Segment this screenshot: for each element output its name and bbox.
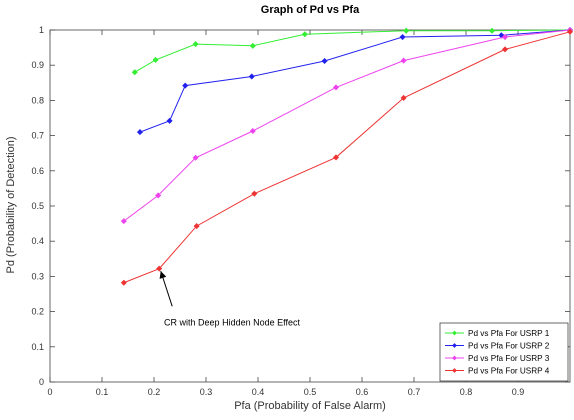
y-tick-label: 0.2 bbox=[31, 307, 44, 317]
chart-title: Graph of Pd vs Pfa bbox=[261, 4, 360, 16]
y-tick-label: 0.5 bbox=[31, 201, 44, 211]
series-3 bbox=[120, 26, 574, 225]
x-tick-label: 0 bbox=[47, 387, 52, 397]
data-point bbox=[488, 27, 496, 34]
data-point bbox=[400, 57, 407, 64]
x-tick-label: 0.3 bbox=[200, 387, 213, 397]
x-tick-label: 0.8 bbox=[460, 387, 473, 397]
data-point bbox=[248, 73, 255, 80]
data-point bbox=[131, 69, 138, 76]
series-group bbox=[120, 26, 574, 286]
data-point bbox=[399, 34, 406, 41]
data-point bbox=[193, 223, 200, 230]
x-tick-label: 0.2 bbox=[148, 387, 161, 397]
series-line bbox=[134, 29, 571, 73]
x-tick-label: 0.9 bbox=[512, 387, 525, 397]
data-point bbox=[192, 41, 199, 48]
y-tick-label: 0.6 bbox=[31, 166, 44, 176]
annotation-arrowhead bbox=[159, 271, 167, 279]
data-point bbox=[120, 218, 127, 225]
y-tick-label: 0.4 bbox=[31, 236, 44, 246]
data-point bbox=[120, 279, 127, 286]
data-point bbox=[192, 154, 199, 161]
data-point bbox=[152, 56, 159, 63]
legend-swatch-marker bbox=[452, 355, 457, 361]
x-axis-label: Pfa (Probability of False Alarm) bbox=[234, 400, 386, 412]
y-tick-label: 0.1 bbox=[31, 342, 44, 352]
legend-swatch-marker bbox=[452, 368, 457, 373]
y-tick-label: 0.8 bbox=[31, 95, 44, 105]
annotation-text: CR with Deep Hidden Node Effect bbox=[164, 318, 300, 328]
data-point bbox=[332, 84, 340, 91]
x-tick-label: 0.4 bbox=[252, 387, 265, 397]
data-point bbox=[566, 28, 574, 35]
data-point bbox=[403, 27, 410, 34]
y-tick-label: 0.3 bbox=[31, 271, 44, 281]
legend-swatch-marker bbox=[452, 330, 457, 336]
data-point bbox=[332, 154, 340, 161]
legend-item: Pd vs Pfa For USRP 2 bbox=[445, 342, 550, 351]
legend-item: Pd vs Pfa For USRP 3 bbox=[445, 354, 550, 363]
x-tick-label: 0.1 bbox=[96, 387, 109, 397]
legend-swatch-marker bbox=[452, 343, 457, 348]
y-axis-label: Pd (Probability of Detection) bbox=[5, 137, 17, 274]
series-line bbox=[123, 29, 571, 222]
x-tick-label: 0.5 bbox=[304, 387, 317, 397]
legend-label: Pd vs Pfa For USRP 3 bbox=[468, 354, 550, 363]
data-point bbox=[501, 46, 509, 53]
data-point bbox=[166, 117, 173, 124]
series-4 bbox=[120, 28, 574, 286]
legend-item: Pd vs Pfa For USRP 4 bbox=[445, 367, 550, 376]
y-tick-label: 0.7 bbox=[31, 131, 44, 141]
x-tick-label: 0.7 bbox=[408, 387, 421, 397]
x-tick-label: 0.6 bbox=[356, 387, 369, 397]
data-point bbox=[501, 34, 509, 41]
y-tick-label: 1 bbox=[39, 25, 44, 35]
data-point bbox=[321, 57, 328, 65]
data-point bbox=[182, 82, 189, 89]
legend-label: Pd vs Pfa For USRP 1 bbox=[468, 329, 550, 338]
data-point bbox=[136, 129, 143, 136]
data-point bbox=[251, 190, 258, 197]
legend: Pd vs Pfa For USRP 1 Pd vs Pfa For USRP 2… bbox=[439, 322, 569, 382]
data-point bbox=[249, 127, 256, 135]
data-point bbox=[301, 31, 308, 38]
y-tick-label: 0 bbox=[39, 377, 44, 387]
annotation-group: CR with Deep Hidden Node Effect bbox=[159, 270, 300, 328]
data-point bbox=[155, 192, 162, 199]
series-2 bbox=[136, 26, 574, 136]
series-line bbox=[123, 31, 571, 284]
series-line bbox=[139, 29, 571, 133]
legend-label: Pd vs Pfa For USRP 2 bbox=[468, 342, 550, 351]
data-point bbox=[400, 94, 407, 101]
y-tick-label: 0.9 bbox=[31, 60, 44, 70]
legend-item: Pd vs Pfa For USRP 1 bbox=[445, 329, 550, 338]
legend-label: Pd vs Pfa For USRP 4 bbox=[468, 367, 550, 376]
data-point bbox=[249, 42, 256, 49]
data-point bbox=[156, 265, 163, 272]
